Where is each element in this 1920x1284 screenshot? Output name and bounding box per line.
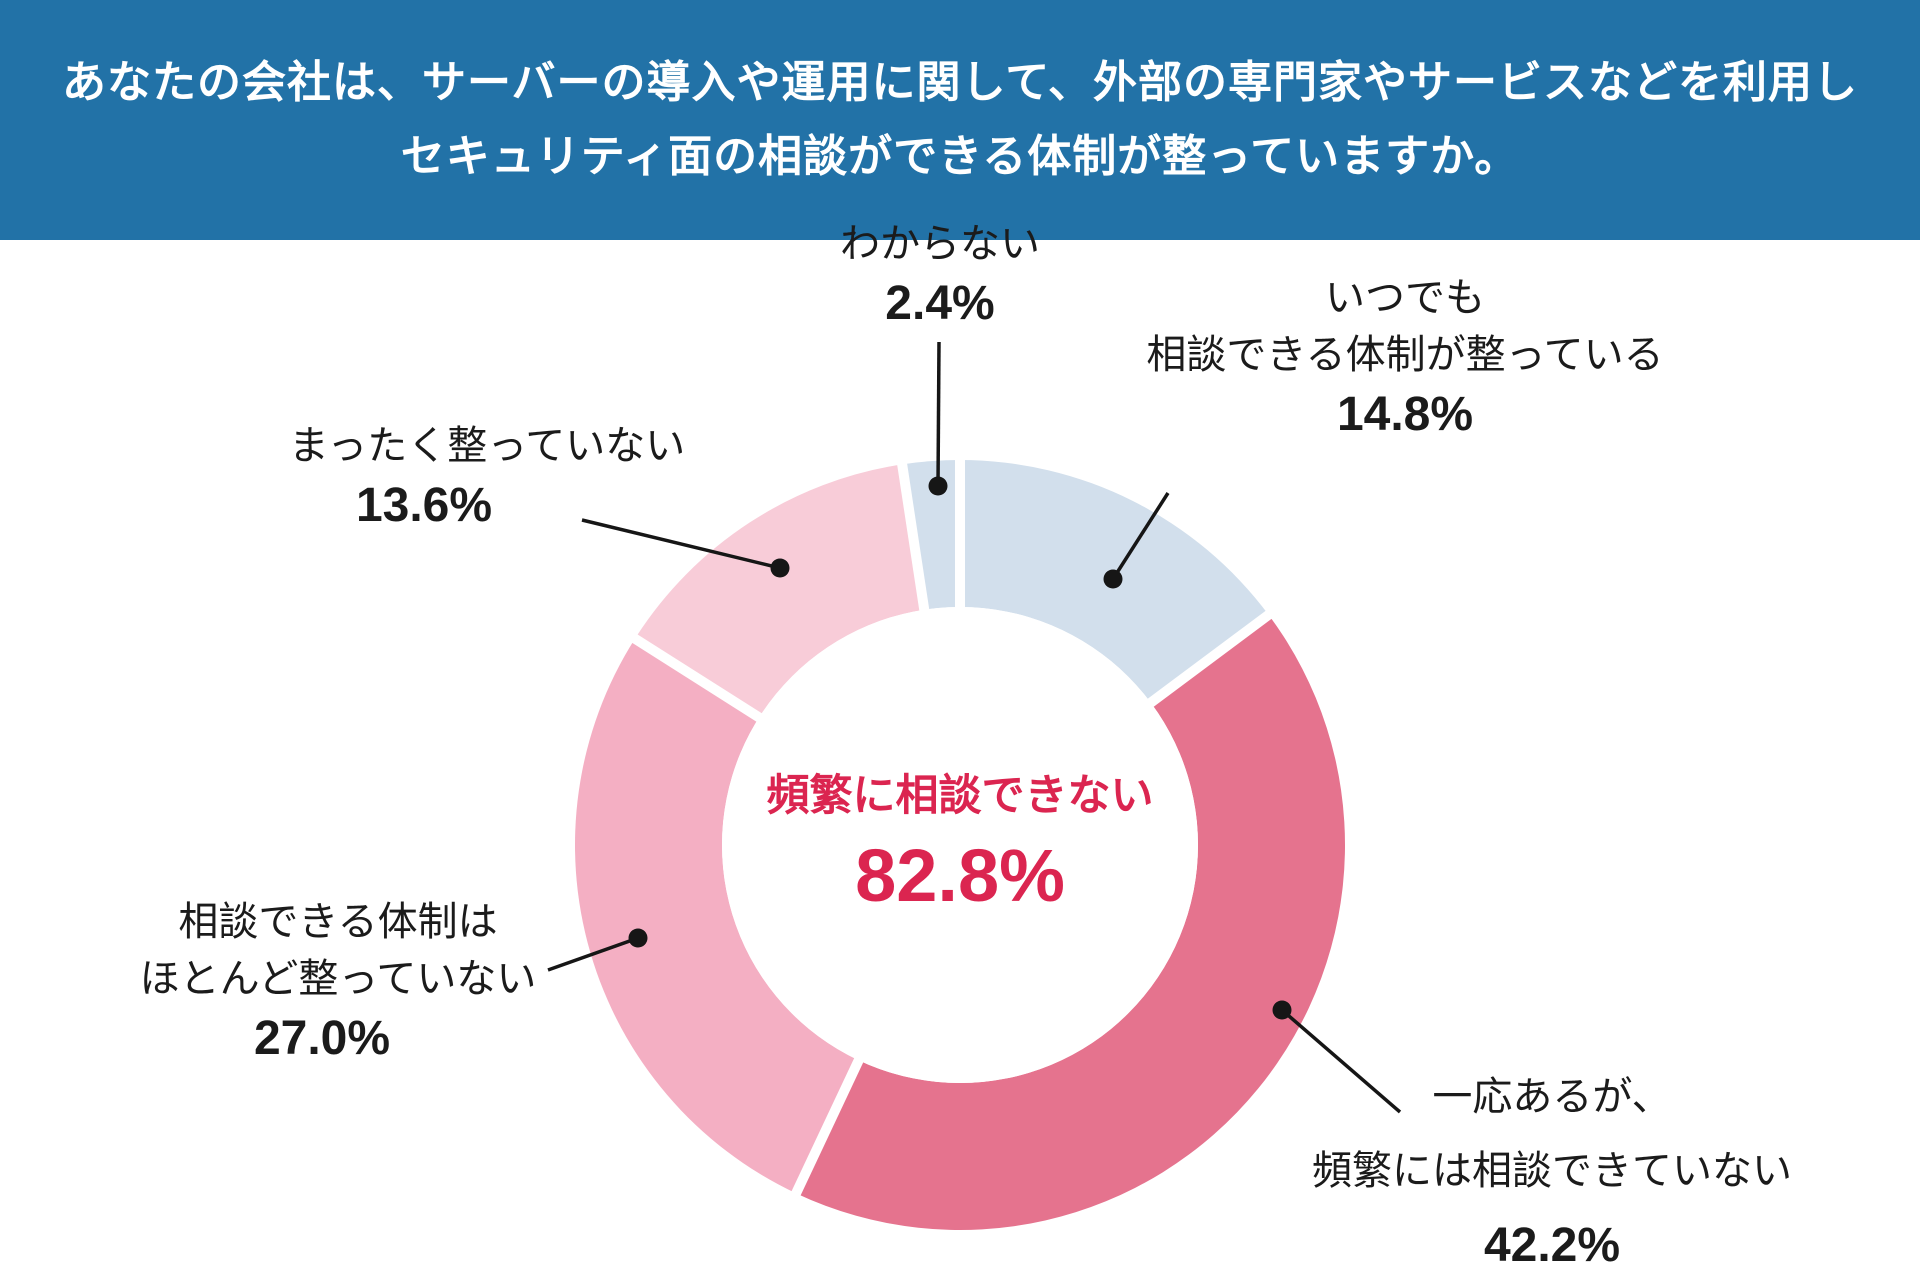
leader-line-ichiou <box>1280 1008 1402 1114</box>
callout-ichiou: 一応あるが、 頻繁には相談できていない 42.2% <box>1312 1060 1792 1284</box>
leader-dot-wakaranai <box>928 476 948 496</box>
slice-label-line1: 一応あるが、 <box>1432 1075 1672 1119</box>
leader-line-mattaku <box>581 518 781 570</box>
slice-label-line1: 相談できる体制は <box>178 900 498 944</box>
center-summary-value: 82.8% <box>855 834 1065 917</box>
slice-label-line2: 頻繁には相談できていない <box>1312 1149 1792 1193</box>
callout-wakaranai: わからない 2.4% <box>840 216 1040 335</box>
callout-mattaku: まったく整っていない 13.6% <box>289 418 685 537</box>
callout-itsudemo: いつでも 相談できる体制が整っている 14.8% <box>1146 270 1663 446</box>
slice-label-line2: ほとんど整っていない <box>139 957 537 1001</box>
slice-percentage: 13.6% <box>355 479 493 532</box>
question-title-line-2: セキュリティ面の相談ができる体制が整っていますか。 <box>400 132 1520 181</box>
leader-dot-hotondo <box>628 928 648 948</box>
slice-percentage: 27.0% <box>253 1012 391 1065</box>
question-title-line-1: あなたの会社は、サーバーの導入や運用に関して、外部の専門家やサービスなどを利用し <box>61 58 1859 107</box>
slice-label-line2: 相談できる体制が整っている <box>1146 333 1664 377</box>
slice-percentage: 2.4% <box>885 277 995 330</box>
leader-line-hotondo <box>547 936 639 972</box>
leader-line-wakaranai <box>936 341 941 487</box>
slice-percentage: 14.8% <box>1336 388 1474 441</box>
donut-hole-overlay <box>722 607 1198 1083</box>
slice-percentage: 42.2% <box>1483 1219 1621 1272</box>
leader-line-itsudemo <box>1111 492 1170 580</box>
slice-label: まったく整っていない <box>288 424 686 468</box>
slice-label: わからない <box>840 222 1040 266</box>
center-summary-label: 頻繁に相談できない <box>766 772 1154 820</box>
leader-dot-ichiou <box>1272 1000 1292 1020</box>
question-banner: あなたの会社は、サーバーの導入や運用に関して、外部の専門家やサービスなどを利用し… <box>0 0 1920 240</box>
slice-label-line1: いつでも <box>1324 276 1485 320</box>
callout-hotondo: 相談できる体制は ほとんど整っていない 27.0% <box>140 894 537 1070</box>
leader-dot-itsudemo <box>1103 569 1123 589</box>
donut-center-summary: 頻繁に相談できない 82.8% <box>767 770 1154 918</box>
leader-dot-mattaku <box>770 558 790 578</box>
